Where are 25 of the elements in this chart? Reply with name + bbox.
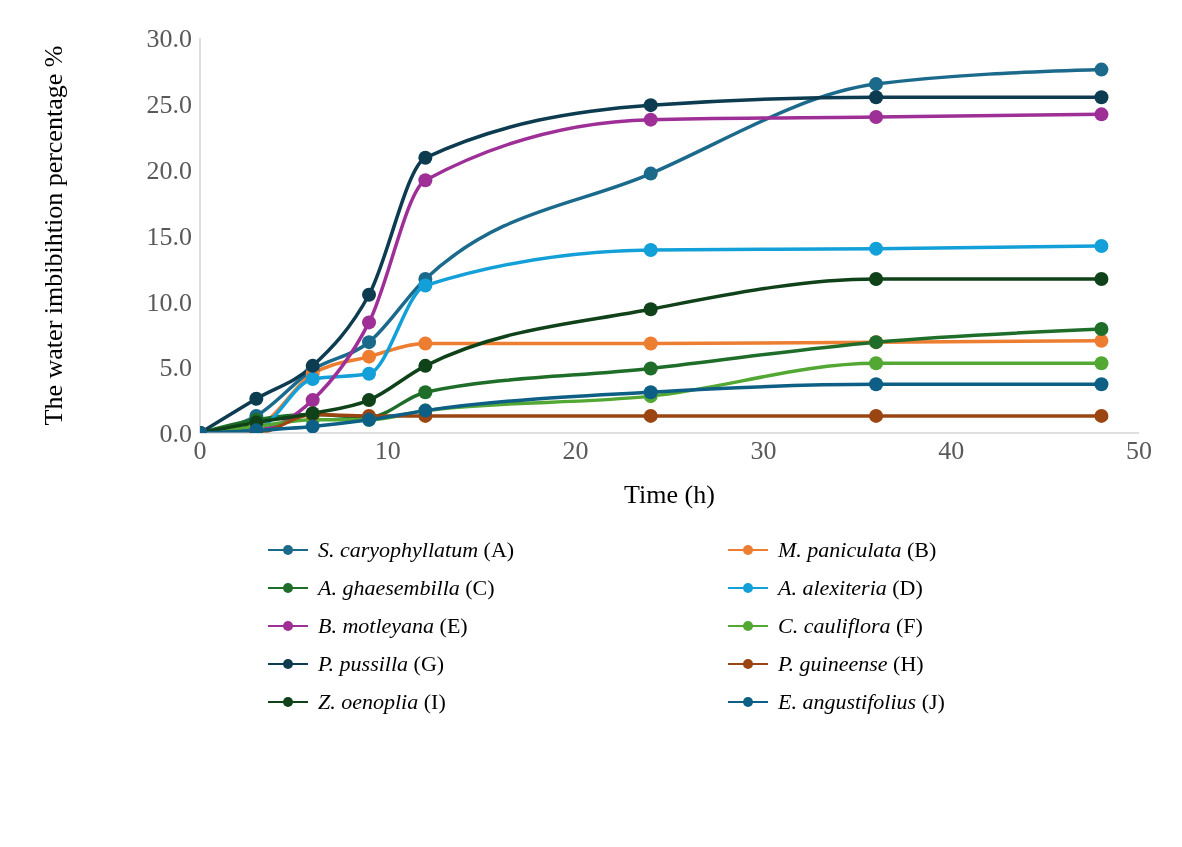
y-tick-label: 20.0 <box>146 155 192 185</box>
legend-label: M. paniculata (B) <box>778 537 937 563</box>
y-tick-label: 25.0 <box>146 90 192 120</box>
y-tick-label: 0.0 <box>159 419 192 449</box>
legend-label: P. pussilla (G) <box>318 651 445 677</box>
x-tick-label: 0 <box>193 436 207 466</box>
legend-label: C. cauliflora (F) <box>778 613 923 639</box>
legend-label: A. alexiteria (D) <box>778 575 923 601</box>
y-tick-label: 15.0 <box>146 221 192 251</box>
y-tick-label: 30.0 <box>146 24 192 54</box>
y-axis-title: The water imbibihtion percentage % <box>39 45 69 426</box>
x-axis-title: Time (h) <box>624 480 715 509</box>
x-tick-label: 40 <box>938 436 965 466</box>
x-tick-label: 30 <box>750 436 777 466</box>
legend-label: A. ghaesembilla (C) <box>318 575 495 601</box>
x-tick-label: 10 <box>374 436 401 466</box>
y-tick-label: 5.0 <box>159 353 192 383</box>
legend-label: P. guineense (H) <box>778 651 924 677</box>
x-tick-label: 20 <box>562 436 589 466</box>
legend-label: E. angustifolius (J) <box>778 689 945 715</box>
legend-label: B. motleyana (E) <box>318 613 468 639</box>
legend-label: Z. oenoplia (I) <box>318 689 446 715</box>
y-tick-label: 10.0 <box>146 287 192 317</box>
legend-label: S. caryophyllatum (A) <box>318 537 515 563</box>
x-tick-label: 50 <box>1126 436 1152 466</box>
